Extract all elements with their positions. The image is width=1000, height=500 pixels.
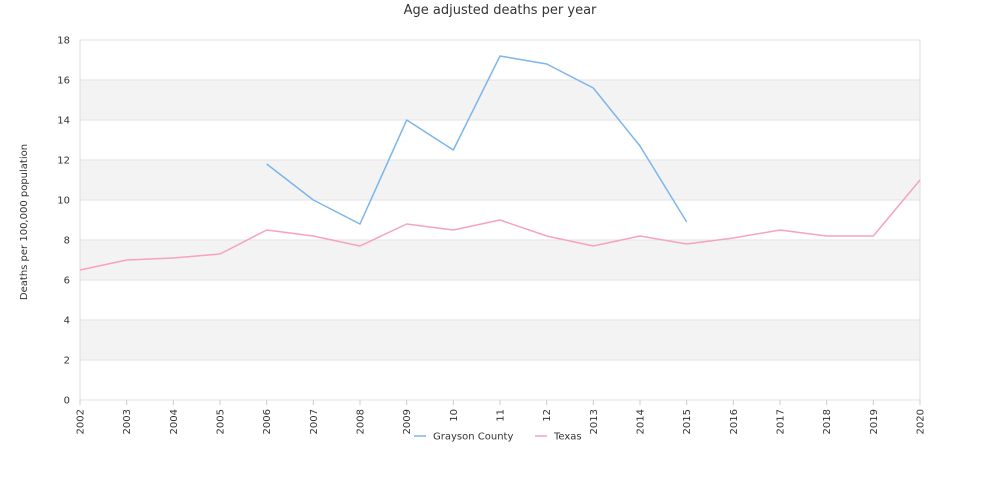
x-tick-label: 2013 bbox=[589, 409, 600, 434]
series-line-2 bbox=[79, 179, 921, 271]
y-tick-label: 4 bbox=[64, 316, 70, 327]
y-tick-label: 8 bbox=[64, 236, 70, 247]
x-tick-label: 2007 bbox=[309, 409, 320, 434]
y-tick-label: 18 bbox=[57, 36, 70, 47]
x-tick-label: 2016 bbox=[729, 409, 740, 434]
plot-band bbox=[80, 360, 920, 400]
x-tick-label: 2002 bbox=[76, 409, 87, 434]
series-lines bbox=[79, 55, 921, 271]
x-tick-label: 2020 bbox=[916, 409, 927, 434]
plot-band bbox=[80, 240, 920, 280]
plot-band bbox=[80, 120, 920, 160]
y-tick-label: 6 bbox=[64, 276, 70, 287]
series-line-1 bbox=[266, 55, 688, 225]
plot-band bbox=[80, 320, 920, 360]
legend-item[interactable]: Texas bbox=[553, 432, 582, 443]
x-tick-label: 2018 bbox=[822, 409, 833, 434]
x-tick-label: 12 bbox=[542, 409, 553, 422]
x-axis-ticks: 2002 2003 2004 2005 2006 2007 2008 2009 10 11 12 20… bbox=[76, 400, 927, 434]
y-tick-label: 14 bbox=[57, 116, 70, 127]
plot-band bbox=[80, 280, 920, 320]
x-tick-label: 2003 bbox=[122, 409, 133, 434]
plot-band bbox=[80, 160, 920, 200]
x-tick-label: 2008 bbox=[356, 409, 367, 434]
y-tick-label: 0 bbox=[64, 396, 70, 407]
plot-band bbox=[80, 40, 920, 80]
plot-band bbox=[80, 80, 920, 120]
legend: Grayson County Texas bbox=[414, 432, 582, 443]
y-tick-label: 16 bbox=[57, 76, 70, 87]
x-tick-label: 2009 bbox=[402, 409, 413, 434]
x-tick-label: 2015 bbox=[682, 409, 693, 434]
chart-title: Age adjusted deaths per year bbox=[403, 3, 597, 18]
y-axis-ticks: 0 2 4 6 8 10 12 14 16 18 bbox=[57, 36, 70, 407]
y-tick-label: 2 bbox=[64, 356, 70, 367]
legend-item[interactable]: Grayson County bbox=[433, 432, 513, 443]
y-tick-label: 12 bbox=[57, 156, 70, 167]
x-tick-label: 2017 bbox=[776, 409, 787, 434]
x-tick-label: 11 bbox=[496, 409, 507, 422]
y-axis-label: Deaths per 100,000 population bbox=[19, 144, 30, 300]
x-tick-label: 10 bbox=[449, 409, 460, 422]
y-tick-label: 10 bbox=[57, 196, 70, 207]
x-tick-label: 2014 bbox=[636, 409, 647, 434]
x-tick-label: 2006 bbox=[262, 409, 273, 434]
x-tick-label: 2004 bbox=[169, 409, 180, 434]
x-tick-label: 2019 bbox=[869, 409, 880, 434]
x-tick-label: 2005 bbox=[216, 409, 227, 434]
plot-bands bbox=[80, 40, 920, 400]
